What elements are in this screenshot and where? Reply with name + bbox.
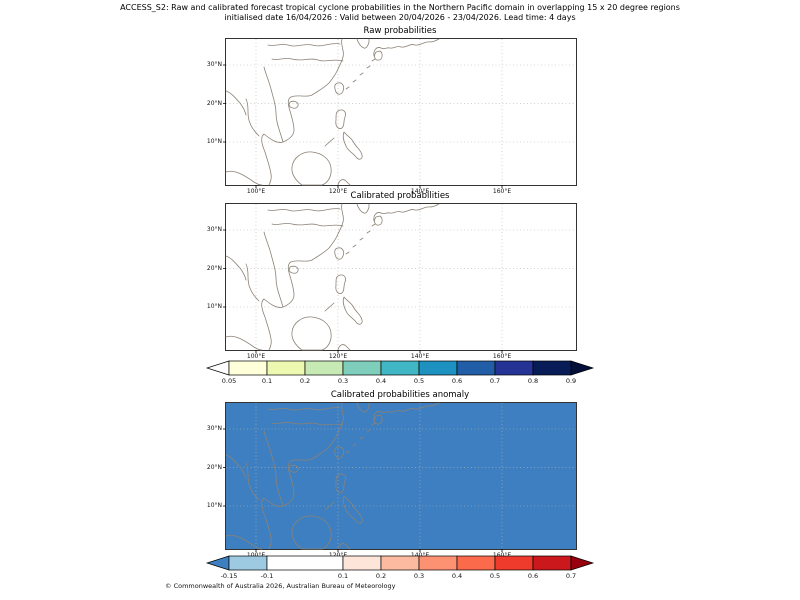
colorbar-tick-label: 0.3	[413, 572, 425, 580]
colorbar-segment	[456, 555, 496, 571]
probability-colorbar-bar	[205, 360, 595, 376]
colorbar-tick-label: 0.2	[375, 572, 387, 580]
colorbar-tick-label: 0.4	[451, 572, 463, 580]
colorbar-segment	[380, 555, 420, 571]
colorbar-segment	[304, 360, 344, 376]
colorbar-segment	[266, 555, 344, 571]
map-calibrated-probabilities: 30°N 20°N 10°N 100°E 120°E 140°E 160°E	[207, 203, 577, 360]
colorbar-tick-label: 0.5	[413, 377, 425, 385]
colorbar-arrow-right	[570, 360, 595, 376]
map-canvas-calibrated	[222, 203, 577, 354]
colorbar-segment	[380, 360, 420, 376]
lat-tick-label: 20°N	[206, 100, 222, 107]
colorbar-tick-label: -0.15	[220, 572, 238, 580]
colorbar-tick-label: 0.7	[565, 572, 577, 580]
panel-title-raw: Raw probabilities	[363, 26, 437, 36]
lat-tick-label: 30°N	[206, 425, 222, 432]
map-canvas-raw	[222, 38, 577, 189]
colorbar-segment	[342, 555, 382, 571]
colorbar-tick-label: -0.1	[260, 572, 274, 580]
colorbar-segment	[228, 360, 268, 376]
coastlines	[225, 38, 440, 186]
lon-tick-label: 140°E	[410, 188, 430, 195]
lon-tick-label: 100°E	[246, 353, 266, 360]
lon-tick-label: 140°E	[410, 552, 430, 559]
probability-colorbar: 0.05 0.1 0.2 0.3 0.4 0.5 0.6 0.7 0.8 0.9	[205, 360, 595, 385]
probability-colorbar-labels: 0.05 0.1 0.2 0.3 0.4 0.5 0.6 0.7 0.8 0.9	[207, 375, 593, 385]
anomaly-fill	[226, 403, 576, 549]
lon-tick-label: 160°E	[492, 552, 512, 559]
axis-ticks	[222, 64, 503, 189]
lon-tick-label: 160°E	[492, 188, 512, 195]
lat-tick-label: 20°N	[206, 464, 222, 471]
colorbar-tick-label: 0.2	[299, 377, 311, 385]
lat-tick-label: 30°N	[206, 61, 222, 68]
colorbar-tick-label: 0.3	[337, 377, 349, 385]
colorbar-tick-label: 0.05	[221, 377, 237, 385]
colorbar-segment	[532, 360, 572, 376]
colorbar-segment	[266, 360, 306, 376]
lon-tick-label: 120°E	[328, 552, 348, 559]
lon-tick-label: 160°E	[492, 353, 512, 360]
colorbar-arrow-left	[205, 555, 230, 571]
lat-tick-label: 10°N	[206, 138, 222, 145]
colorbar-arrow-left	[205, 360, 230, 376]
colorbar-tick-label: 0.7	[489, 377, 501, 385]
panel-title-anomaly: Calibrated probabilities anomaly	[330, 390, 470, 400]
colorbar-segment	[418, 555, 458, 571]
colorbar-segment	[494, 360, 534, 376]
lat-tick-label: 30°N	[206, 226, 222, 233]
colorbar-svg	[205, 555, 595, 571]
colorbar-segment	[494, 555, 534, 571]
colorbar-tick-label: 0.1	[337, 572, 349, 580]
colorbar-tick-label: 0.6	[451, 377, 463, 385]
colorbar-tick-label: 0.1	[261, 377, 273, 385]
panel-title-calibrated: Calibrated probabilities	[350, 191, 450, 201]
copyright-text: © Commonwealth of Australia 2026, Austra…	[165, 582, 396, 590]
anomaly-colorbar-labels: -0.15 -0.1 0.1 0.2 0.3 0.4 0.5 0.6 0.7	[207, 570, 593, 580]
colorbar-tick-label: 0.8	[527, 377, 539, 385]
lat-tick-label: 20°N	[206, 265, 222, 272]
colorbar-tick-label: 0.6	[527, 572, 539, 580]
colorbar-segment	[418, 360, 458, 376]
grid-lines	[225, 38, 577, 186]
lon-tick-label: 120°E	[328, 188, 348, 195]
lon-tick-label: 100°E	[246, 188, 266, 195]
grid-lines	[225, 203, 577, 351]
lat-tick-label: 10°N	[206, 502, 222, 509]
colorbar-arrow-right	[570, 555, 595, 571]
anomaly-colorbar-bar	[205, 555, 595, 571]
colorbar-tick-label: 0.5	[489, 572, 501, 580]
colorbar-segment	[228, 555, 268, 571]
colorbar-tick-label: 0.9	[565, 377, 577, 385]
colorbar-segment	[342, 360, 382, 376]
figure-title-line2: initialised date 16/04/2026 : Valid betw…	[224, 13, 576, 22]
figure-title-line1: ACCESS_S2: Raw and calibrated forecast t…	[120, 3, 680, 12]
axis-ticks	[222, 229, 503, 354]
colorbar-tick-label: 0.4	[375, 377, 387, 385]
lat-tick-label: 10°N	[206, 303, 222, 310]
lon-tick-label: 120°E	[328, 353, 348, 360]
colorbar-svg	[205, 360, 595, 376]
colorbar-segment	[532, 555, 572, 571]
lon-tick-label: 140°E	[410, 353, 430, 360]
map-canvas-anomaly	[222, 402, 577, 553]
colorbar-segment	[456, 360, 496, 376]
anomaly-colorbar: -0.15 -0.1 0.1 0.2 0.3 0.4 0.5 0.6 0.7	[205, 555, 595, 580]
map-calibrated-anomaly: 30°N 20°N 10°N 100°E 120°E 140°E 160°E	[207, 402, 577, 559]
lon-tick-label: 100°E	[246, 552, 266, 559]
map-raw-probabilities: 30°N 20°N 10°N 100°E 120°E 140°E 160°E	[207, 38, 577, 195]
coastlines	[225, 203, 440, 351]
